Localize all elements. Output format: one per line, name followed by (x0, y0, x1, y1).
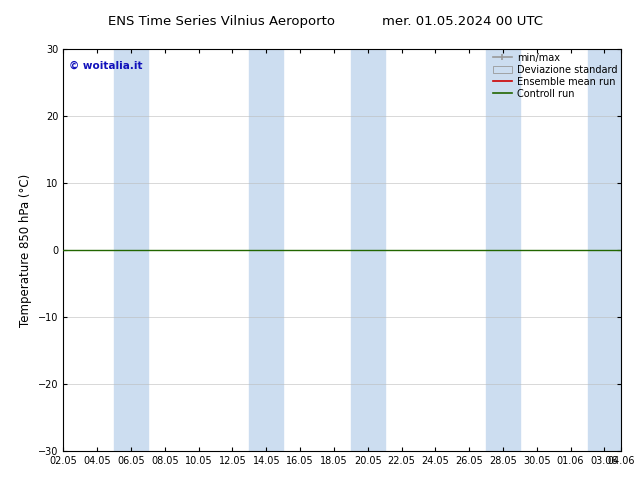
Legend: min/max, Deviazione standard, Ensemble mean run, Controll run: min/max, Deviazione standard, Ensemble m… (491, 51, 619, 100)
Bar (114, 49, 148, 451)
Bar (249, 49, 283, 451)
Text: ENS Time Series Vilnius Aeroporto: ENS Time Series Vilnius Aeroporto (108, 15, 335, 28)
Bar (486, 49, 520, 451)
Y-axis label: Temperature 850 hPa (°C): Temperature 850 hPa (°C) (20, 173, 32, 326)
Bar (588, 49, 621, 451)
Text: © woitalia.it: © woitalia.it (69, 61, 143, 71)
Bar (351, 49, 385, 451)
Text: mer. 01.05.2024 00 UTC: mer. 01.05.2024 00 UTC (382, 15, 543, 28)
